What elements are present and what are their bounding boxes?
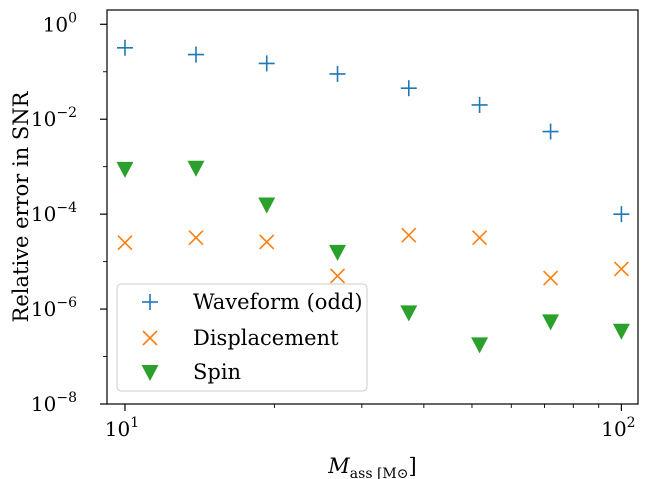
y-tick-label: 10−6 (31, 295, 77, 321)
data-point (329, 244, 347, 261)
data-point (259, 234, 275, 250)
data-point (187, 160, 205, 177)
data-point (471, 96, 488, 113)
y-tick-label: 10−4 (31, 200, 77, 226)
data-point (400, 305, 418, 322)
data-point (400, 80, 417, 97)
data-point (187, 46, 204, 63)
data-point (258, 197, 276, 214)
y-tick-label: 100 (43, 10, 77, 36)
data-point (258, 55, 275, 72)
x-axis: 101 102 (105, 404, 636, 441)
data-point (117, 235, 133, 251)
data-point (543, 270, 559, 286)
legend-box (116, 283, 368, 392)
y-tick-label: 10−8 (31, 390, 77, 416)
data-point (472, 230, 488, 246)
y-axis: 10−8 10−6 10−4 10−2 100 (31, 10, 107, 416)
y-axis-label: Relative error in SNR (9, 90, 33, 322)
data-point (542, 123, 559, 140)
legend-marker (141, 365, 159, 381)
data-point (329, 65, 346, 82)
legend-label: Spin (193, 360, 241, 384)
legend-label: Waveform (odd) (193, 290, 363, 314)
data-point (116, 39, 133, 56)
data-point (401, 227, 417, 243)
legend-marker (142, 330, 158, 346)
data-point (188, 230, 204, 246)
legend-label: Displacement (193, 326, 339, 350)
data-point (542, 314, 560, 331)
x-axis-label: Mass [M⊙] (327, 454, 416, 479)
data-point (471, 337, 489, 354)
x-tick-label: 102 (601, 415, 635, 441)
y-tick-label: 10−2 (31, 105, 77, 131)
legend-marker (142, 294, 158, 310)
legend: Waveform (odd) Displacement Spin (116, 283, 368, 392)
data-point (116, 161, 134, 178)
x-tick-label: 101 (105, 415, 139, 441)
data-point (613, 261, 629, 277)
plot-frame (106, 9, 639, 405)
data-point (612, 323, 630, 340)
data-point (329, 268, 346, 284)
data-marks (116, 39, 630, 354)
data-point (613, 206, 630, 223)
